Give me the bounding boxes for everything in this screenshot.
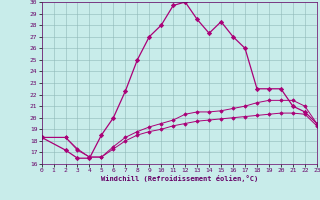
X-axis label: Windchill (Refroidissement éolien,°C): Windchill (Refroidissement éolien,°C) bbox=[100, 175, 258, 182]
